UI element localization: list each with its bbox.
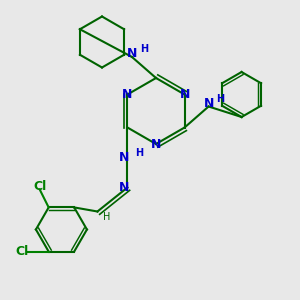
- Text: N: N: [127, 47, 137, 61]
- Text: N: N: [179, 88, 190, 101]
- Text: N: N: [203, 97, 214, 110]
- Text: Cl: Cl: [15, 245, 28, 258]
- Text: H: H: [103, 212, 110, 223]
- Text: H: H: [135, 148, 143, 158]
- Text: N: N: [119, 151, 130, 164]
- Text: H: H: [140, 44, 148, 55]
- Text: N: N: [151, 137, 161, 151]
- Text: H: H: [217, 94, 225, 104]
- Text: Cl: Cl: [33, 180, 46, 193]
- Text: N: N: [122, 88, 133, 101]
- Text: N: N: [119, 181, 130, 194]
